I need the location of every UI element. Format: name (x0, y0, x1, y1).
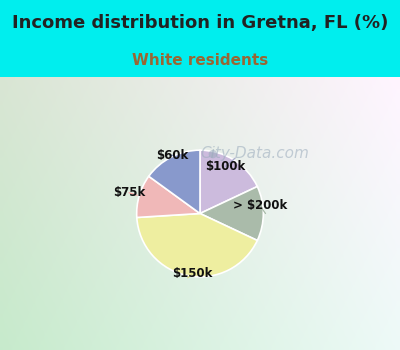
Text: White residents: White residents (132, 52, 268, 68)
Wedge shape (149, 150, 200, 214)
Text: City-Data.com: City-Data.com (200, 146, 309, 161)
Text: $60k: $60k (156, 149, 189, 162)
Text: > $200k: > $200k (233, 199, 287, 213)
Text: $150k: $150k (172, 267, 212, 280)
Wedge shape (200, 187, 263, 240)
Text: $75k: $75k (113, 186, 145, 199)
Text: $100k: $100k (205, 158, 245, 173)
Wedge shape (200, 150, 257, 214)
Text: Income distribution in Gretna, FL (%): Income distribution in Gretna, FL (%) (12, 14, 388, 32)
Text: ●: ● (208, 148, 217, 159)
Wedge shape (137, 176, 200, 217)
Wedge shape (137, 214, 257, 277)
